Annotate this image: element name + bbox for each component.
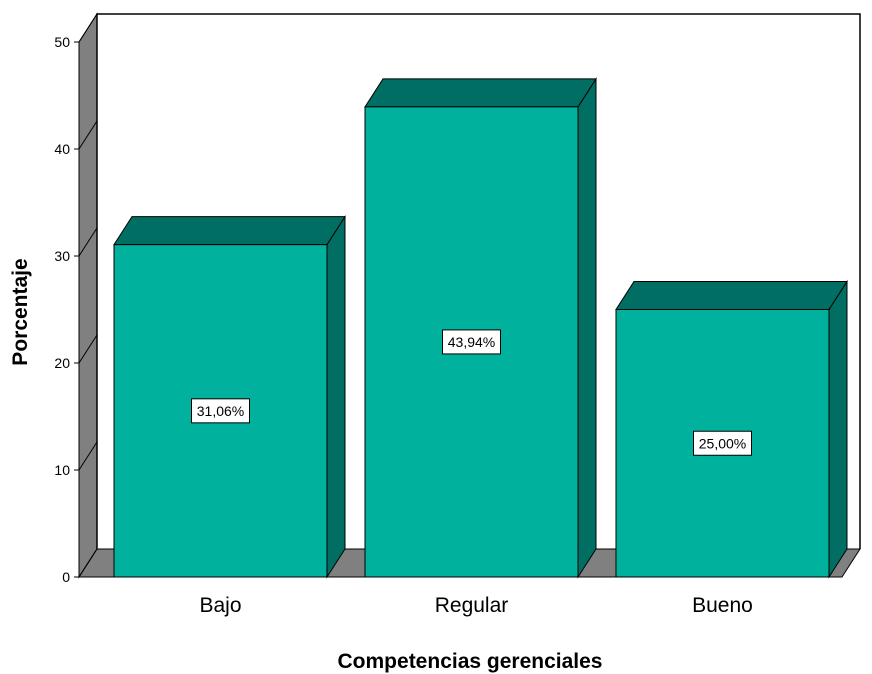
x-tick-label: Bajo [199,594,241,617]
data-label: 25,00% [699,435,746,451]
bar-regular: 43,94% [364,77,597,579]
left-wall [78,12,98,579]
y-tick-label: 50 [54,34,70,50]
y-tick-label: 40 [54,141,70,157]
data-label: 31,06% [197,403,244,419]
y-tick-line [78,227,98,257]
bar-bajo: 31,06% [113,214,346,579]
data-label-box [693,430,752,456]
data-label: 43,94% [448,334,495,350]
plot-frame [96,13,861,549]
bar-side-face [577,77,597,579]
x-tick-label: Bueno [692,594,753,617]
x-axis-tick-labels: Bajo Regular Bueno [199,594,752,617]
bar-top-face [615,281,848,310]
data-label-box [442,329,501,355]
y-tick-label: 20 [54,355,70,371]
bars: 31,06% 43,94% 25,00% [113,77,848,579]
y-tick-line [78,548,98,578]
bar-side-face [326,214,346,579]
bar-side-face [828,279,848,579]
x-tick-label: Regular [435,594,509,617]
y-axis-title: Porcentaje [9,258,32,365]
y-tick-label: 10 [54,462,70,478]
bar-bueno: 25,00% [615,279,848,579]
y-axis-ticks: 0 10 20 30 40 50 [54,13,98,585]
bar-top-face [364,78,597,108]
x-axis-title: Competencias gerenciales [338,650,603,673]
y-tick-line [78,120,98,150]
y-tick-label: 0 [62,569,70,585]
y-tick-label: 30 [54,248,70,264]
data-label-box [191,398,250,424]
bar-top-face [113,216,346,246]
y-tick-line [78,441,98,471]
y-tick-line [78,334,98,364]
y-tick-line [78,13,98,43]
